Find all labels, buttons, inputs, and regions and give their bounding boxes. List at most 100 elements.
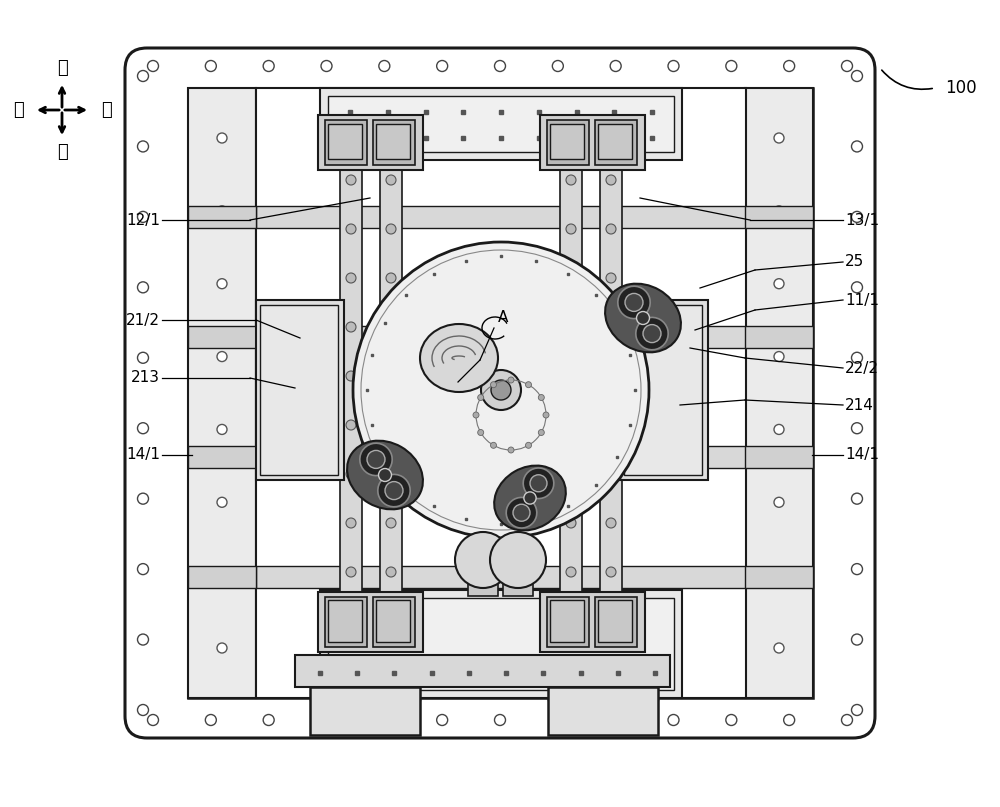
Circle shape [543,412,549,418]
Circle shape [566,175,576,185]
Circle shape [784,61,795,72]
Bar [188,88,256,698]
Circle shape [852,282,862,293]
Circle shape [726,714,737,725]
Bar [540,115,645,170]
Circle shape [490,532,546,588]
Circle shape [606,175,616,185]
Text: 213: 213 [131,370,160,386]
Ellipse shape [360,443,392,475]
Text: 11/1: 11/1 [845,292,879,307]
Bar [560,160,582,592]
Bar [256,446,746,468]
Circle shape [508,447,514,453]
Bar [325,120,367,165]
Text: 14/1: 14/1 [126,448,160,462]
Bar [548,687,658,735]
Circle shape [379,469,391,482]
Circle shape [852,211,862,223]
Circle shape [473,412,479,418]
Bar [600,160,622,592]
Text: 14/1: 14/1 [845,448,879,462]
Circle shape [606,518,616,528]
Text: 21/2: 21/2 [126,312,160,328]
Circle shape [508,377,514,383]
Circle shape [346,567,356,577]
Circle shape [606,567,616,577]
Circle shape [606,469,616,479]
Circle shape [148,61,158,72]
Circle shape [437,61,448,72]
FancyBboxPatch shape [125,48,875,738]
Circle shape [610,714,621,725]
Circle shape [852,353,862,363]
Text: 左: 左 [13,101,23,119]
Circle shape [668,61,679,72]
Circle shape [774,133,784,143]
Text: 25: 25 [845,254,864,270]
Circle shape [774,278,784,289]
Circle shape [138,353,148,363]
Bar [256,88,746,698]
Text: 214: 214 [845,398,874,412]
Circle shape [490,442,496,449]
Bar [624,305,702,475]
Ellipse shape [523,468,554,499]
Circle shape [606,273,616,283]
Bar [373,120,415,165]
Bar [380,160,402,592]
Circle shape [217,206,227,215]
Circle shape [494,61,506,72]
Bar [188,566,256,588]
Circle shape [566,273,576,283]
Circle shape [138,70,148,82]
Circle shape [481,370,521,410]
Bar [745,326,813,348]
Bar [188,88,813,698]
Circle shape [138,282,148,293]
Circle shape [526,442,532,449]
Circle shape [263,714,274,725]
Circle shape [217,278,227,289]
Bar [745,566,813,588]
Bar [256,300,344,480]
Circle shape [668,714,679,725]
Circle shape [606,371,616,381]
Bar [598,600,632,642]
Circle shape [386,567,396,577]
Circle shape [625,294,643,312]
Circle shape [774,643,784,653]
Bar [376,600,410,642]
Bar [318,115,423,170]
Circle shape [538,395,544,400]
Text: 下: 下 [57,59,67,77]
Ellipse shape [618,286,650,319]
Circle shape [552,61,563,72]
Bar [188,446,256,468]
Circle shape [494,714,506,725]
Circle shape [346,322,356,332]
Circle shape [852,563,862,575]
Circle shape [379,714,390,725]
Bar [328,96,674,152]
Circle shape [138,634,148,645]
Bar [256,206,746,228]
Circle shape [566,420,576,430]
Circle shape [386,224,396,234]
Circle shape [643,324,661,343]
Circle shape [217,643,227,653]
Text: 上: 上 [57,143,67,161]
Bar [595,120,637,165]
Ellipse shape [494,466,566,530]
Text: 右: 右 [101,101,111,119]
Circle shape [842,714,852,725]
Text: A: A [498,311,508,325]
Circle shape [606,224,616,234]
Ellipse shape [636,317,668,349]
Bar [745,446,813,468]
Circle shape [566,518,576,528]
Circle shape [346,371,356,381]
Circle shape [784,714,795,725]
Circle shape [852,141,862,152]
Circle shape [552,714,563,725]
